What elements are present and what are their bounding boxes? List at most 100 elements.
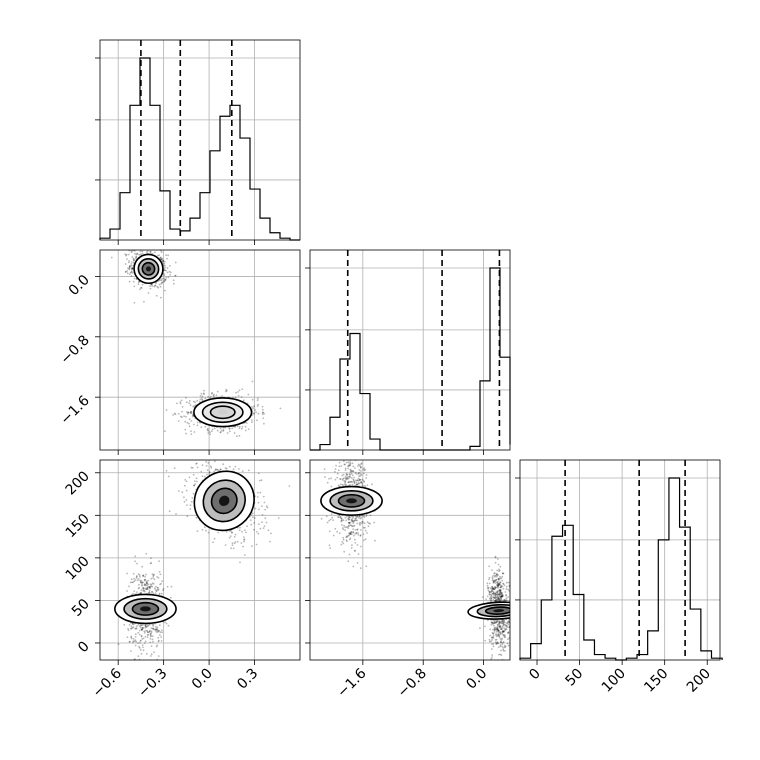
- sample-point: [152, 583, 155, 585]
- sample-point: [251, 398, 254, 401]
- sample-point: [212, 457, 214, 459]
- sample-point: [201, 464, 204, 467]
- sample-point: [344, 469, 347, 471]
- sample-point: [495, 596, 497, 599]
- sample-point: [256, 405, 259, 407]
- sample-point: [357, 463, 360, 466]
- sample-point: [194, 401, 196, 404]
- sample-point: [505, 594, 507, 596]
- sample-point: [340, 543, 343, 546]
- sample-point: [497, 585, 499, 587]
- sample-point: [186, 515, 189, 518]
- sample-point: [349, 532, 352, 535]
- sample-point: [353, 550, 356, 552]
- sample-point: [343, 480, 346, 482]
- sample-point: [338, 532, 341, 535]
- sample-point: [165, 254, 168, 257]
- sample-point: [191, 415, 194, 418]
- panel-joint-param-0-vs-1: −1.6−0.80.0: [57, 249, 301, 455]
- sample-point: [166, 257, 169, 260]
- sample-point: [230, 529, 233, 532]
- sample-point: [176, 402, 178, 405]
- sample-point: [360, 466, 362, 469]
- sample-point: [195, 447, 197, 449]
- sample-point: [499, 586, 501, 589]
- sample-point: [362, 526, 365, 529]
- sample-point: [231, 531, 233, 534]
- sample-point: [158, 593, 161, 596]
- sample-point: [508, 637, 510, 639]
- sample-point: [150, 577, 153, 580]
- sample-point: [491, 654, 493, 656]
- sample-point: [348, 522, 351, 524]
- cluster-layer: [320, 456, 510, 660]
- sample-point: [141, 252, 144, 255]
- sample-point: [228, 465, 231, 468]
- sample-point: [196, 399, 199, 402]
- sample-point: [494, 587, 497, 590]
- sample-point: [251, 545, 253, 547]
- sample-point: [357, 473, 360, 475]
- sample-point: [219, 431, 222, 434]
- sample-point: [347, 527, 350, 529]
- sample-point: [167, 254, 170, 257]
- sample-point: [343, 477, 345, 479]
- sample-point: [355, 532, 358, 535]
- sample-point: [498, 595, 501, 597]
- sample-point: [243, 554, 246, 556]
- sample-point: [505, 624, 507, 627]
- sample-point: [495, 578, 498, 581]
- sample-point: [188, 422, 190, 425]
- sample-point: [224, 390, 227, 393]
- sample-point: [128, 267, 131, 270]
- sample-point: [131, 267, 133, 270]
- sample-point: [237, 391, 240, 393]
- sample-point: [134, 627, 137, 630]
- sample-point: [211, 391, 214, 394]
- sample-point: [206, 429, 209, 431]
- sample-point: [497, 624, 499, 626]
- sample-point: [149, 252, 152, 255]
- sample-point: [504, 646, 507, 649]
- sample-point: [356, 483, 358, 486]
- sample-point: [168, 270, 171, 273]
- sample-point: [152, 628, 155, 630]
- density-contour: [202, 479, 246, 523]
- sample-point: [501, 620, 503, 623]
- sample-point: [148, 591, 151, 593]
- sample-point: [245, 422, 248, 424]
- sample-point: [497, 558, 499, 560]
- sample-point: [150, 653, 153, 656]
- sample-point: [173, 282, 175, 285]
- sample-point: [495, 579, 498, 581]
- sample-point: [496, 628, 498, 630]
- sample-point: [500, 641, 503, 644]
- sample-point: [161, 281, 164, 284]
- sample-point: [231, 542, 234, 544]
- sample-point: [128, 265, 131, 268]
- sample-point: [145, 664, 147, 666]
- sample-point: [488, 593, 491, 596]
- histogram-step: [310, 267, 511, 451]
- sample-point: [498, 622, 501, 625]
- sample-point: [353, 482, 356, 485]
- sample-point: [351, 544, 353, 547]
- sample-point: [349, 464, 351, 467]
- sample-point: [133, 285, 136, 288]
- sample-point: [497, 596, 500, 599]
- sample-point: [359, 567, 362, 570]
- sample-point: [357, 479, 360, 482]
- sample-point: [364, 538, 367, 541]
- sample-point: [256, 399, 259, 402]
- sample-point: [486, 582, 489, 585]
- sample-point: [158, 592, 161, 595]
- sample-point: [333, 456, 335, 458]
- sample-point: [344, 479, 347, 481]
- sample-point: [244, 425, 247, 428]
- sample-point: [240, 542, 243, 544]
- sample-point: [348, 516, 350, 519]
- sample-point: [141, 638, 144, 640]
- sample-point: [507, 596, 509, 598]
- sample-point: [134, 579, 137, 581]
- sample-point: [500, 638, 503, 641]
